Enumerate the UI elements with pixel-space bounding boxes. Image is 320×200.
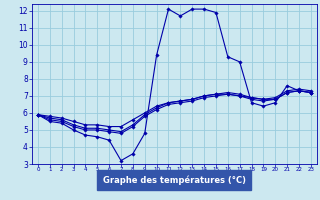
X-axis label: Graphe des températures (°C): Graphe des températures (°C) (103, 175, 246, 185)
